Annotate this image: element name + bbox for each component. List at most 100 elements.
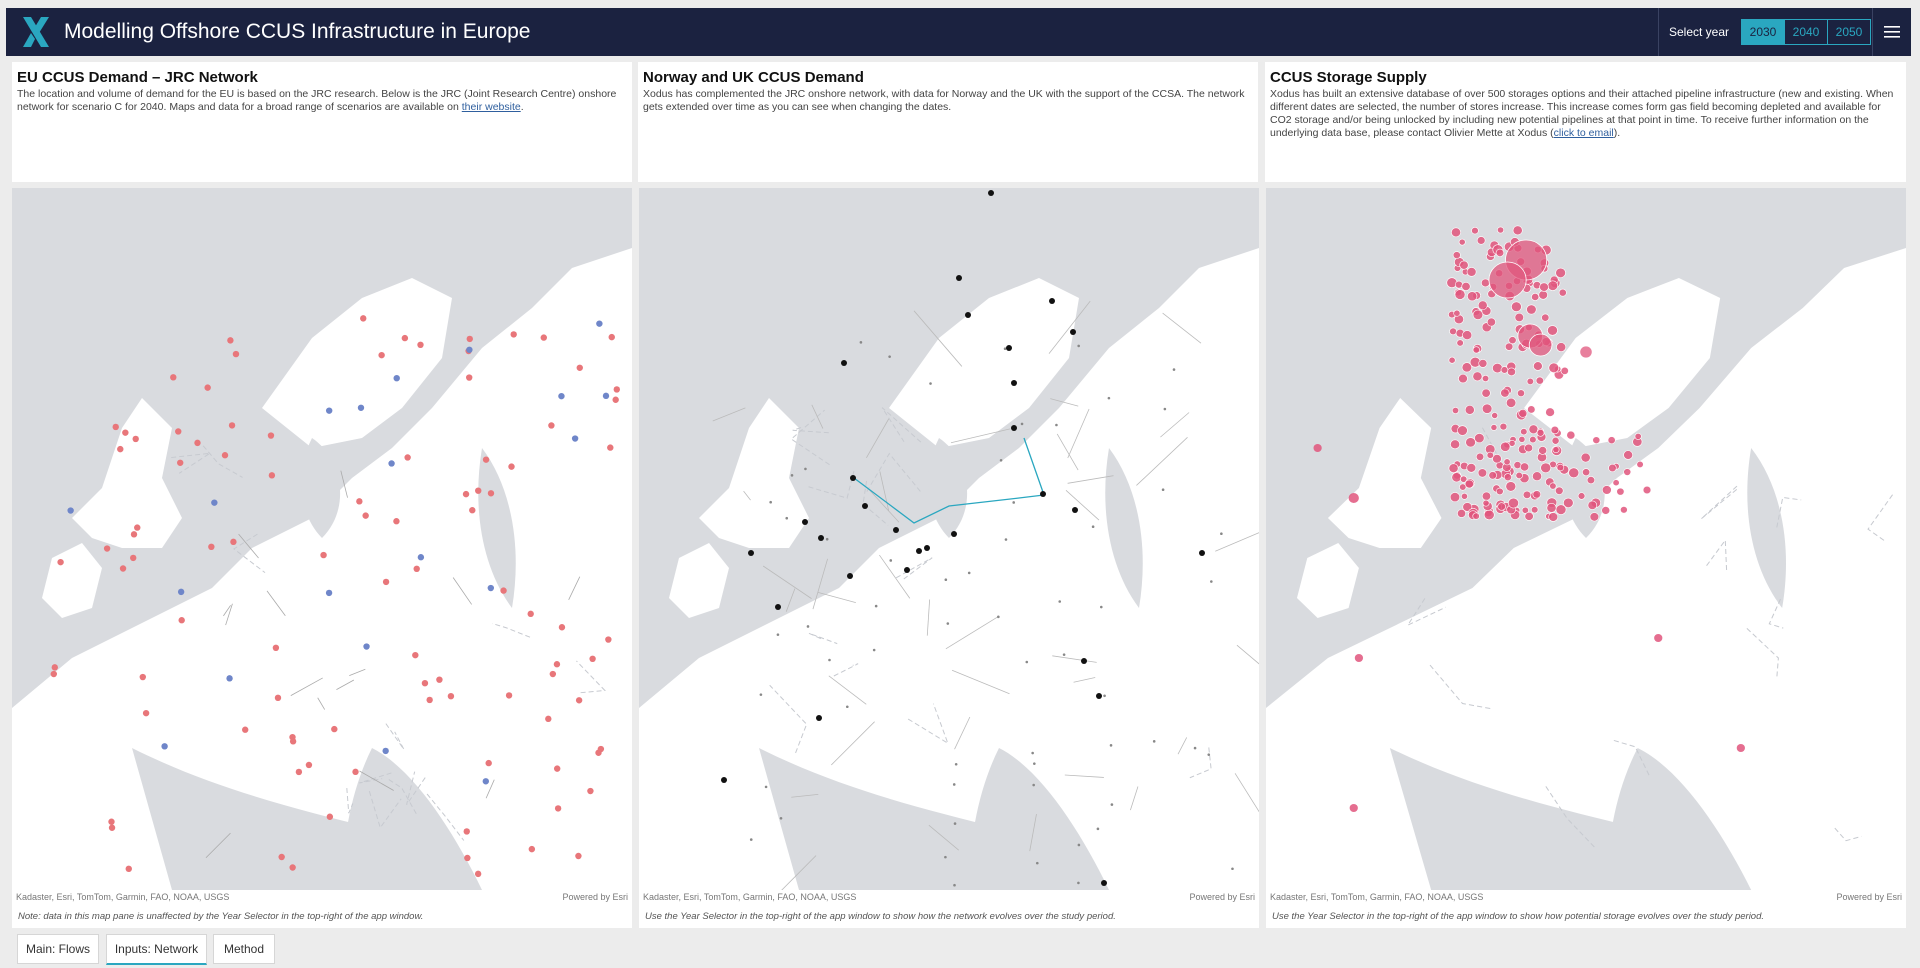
border-line — [1768, 598, 1784, 629]
demand-point — [117, 445, 124, 453]
storage-site — [1550, 425, 1560, 435]
panel-eu-description: EU CCUS Demand – JRC Network The locatio… — [12, 62, 632, 182]
eu-demand-map[interactable]: Kadaster, Esri, TomTom, Garmin, FAO, NOA… — [12, 188, 632, 928]
sea-area — [132, 748, 372, 890]
hamburger-menu-icon[interactable] — [1872, 8, 1911, 56]
network-node — [1020, 422, 1024, 426]
demand-point — [352, 768, 359, 776]
europe-map[interactable] — [1266, 188, 1906, 890]
demand-point — [528, 845, 536, 853]
storage-site — [1512, 225, 1523, 236]
pipeline-line — [1130, 786, 1139, 811]
demand-point — [221, 452, 229, 459]
storage-site — [1601, 506, 1611, 515]
border-line — [1746, 627, 1779, 679]
demand-node — [1070, 329, 1076, 335]
network-node — [1004, 538, 1008, 541]
demand-point — [51, 664, 58, 671]
click-to-email-link[interactable]: click to email — [1553, 127, 1614, 139]
pipeline-line — [928, 824, 960, 851]
their-website-link[interactable]: their website — [461, 101, 521, 113]
network-node — [785, 516, 789, 520]
storage-site — [1488, 261, 1527, 299]
europe-map[interactable] — [12, 188, 632, 890]
border-line — [576, 660, 606, 694]
demand-point — [272, 644, 280, 652]
storage-site — [1348, 493, 1359, 503]
storage-site — [1481, 403, 1493, 414]
storage-site — [1499, 422, 1508, 431]
europe-map[interactable] — [639, 188, 1259, 890]
storage-site — [1580, 452, 1591, 463]
demand-node — [956, 275, 962, 281]
demand-node — [1049, 298, 1055, 304]
demand-node — [818, 535, 824, 541]
storage-site — [1592, 436, 1601, 444]
storage-site — [1472, 346, 1480, 354]
demand-point — [576, 364, 583, 371]
network-node — [1077, 881, 1080, 885]
demand-point — [500, 587, 507, 594]
pipeline-line — [1065, 490, 1100, 521]
network-node — [1210, 580, 1213, 583]
demand-point — [463, 828, 470, 835]
pipeline-line — [1162, 312, 1202, 344]
network-node — [1012, 501, 1016, 504]
pipeline-line — [266, 590, 286, 616]
network-node — [1152, 740, 1156, 743]
tab-main-flows[interactable]: Main: Flows — [17, 934, 99, 964]
year-button-2030[interactable]: 2030 — [1742, 20, 1785, 44]
demand-point — [130, 531, 138, 538]
demand-point — [417, 341, 424, 349]
storage-site — [1457, 425, 1468, 436]
land-area — [1327, 398, 1442, 548]
demand-node — [862, 503, 868, 509]
network-node — [954, 762, 958, 766]
storage-site — [1507, 367, 1516, 377]
storage-site — [1547, 280, 1559, 291]
storage-site — [1451, 472, 1462, 483]
storage-site — [1519, 462, 1530, 472]
demand-point — [325, 589, 333, 597]
norway-uk-demand-map[interactable]: Kadaster, Esri, TomTom, Garmin, FAO, NOA… — [639, 188, 1259, 928]
border-line — [833, 663, 859, 677]
network-node — [825, 537, 829, 541]
demand-point — [545, 715, 552, 723]
demand-point — [360, 315, 367, 322]
storage-site — [1522, 490, 1532, 499]
storage-site — [1482, 499, 1490, 507]
storage-site — [1472, 371, 1483, 382]
network-node — [1107, 396, 1111, 400]
sea-area — [928, 438, 968, 538]
demand-point — [571, 435, 579, 442]
demand-point — [482, 456, 490, 463]
demand-point — [305, 761, 313, 769]
storage-site — [1462, 330, 1473, 340]
border-line — [346, 787, 354, 814]
tab-inputs-network[interactable]: Inputs: Network — [106, 934, 207, 965]
demand-point — [388, 460, 395, 467]
pipeline-line — [879, 554, 911, 599]
storage-supply-map[interactable]: Kadaster, Esri, TomTom, Garmin, FAO, NOA… — [1266, 188, 1906, 928]
network-node — [1025, 660, 1029, 664]
border-line — [233, 533, 266, 574]
demand-point — [462, 490, 470, 498]
year-button-2050[interactable]: 2050 — [1835, 25, 1863, 39]
pipeline-line — [951, 669, 1010, 695]
demand-point — [608, 333, 615, 341]
network-node — [1091, 525, 1095, 529]
panel-title: Norway and UK CCUS Demand — [643, 69, 864, 86]
network-node — [764, 785, 768, 789]
storage-site — [1472, 309, 1484, 320]
sea-area — [1606, 748, 1752, 890]
storage-site — [1517, 389, 1525, 397]
year-button-2040[interactable]: 2040 — [1785, 20, 1828, 44]
sea-area — [1389, 748, 1638, 890]
tab-method[interactable]: Method — [213, 934, 275, 964]
demand-point — [612, 396, 619, 403]
demand-point — [232, 350, 240, 358]
pipeline-line — [867, 488, 900, 523]
demand-point — [464, 854, 471, 862]
pipeline-line — [785, 588, 796, 612]
network-node — [1231, 867, 1234, 871]
